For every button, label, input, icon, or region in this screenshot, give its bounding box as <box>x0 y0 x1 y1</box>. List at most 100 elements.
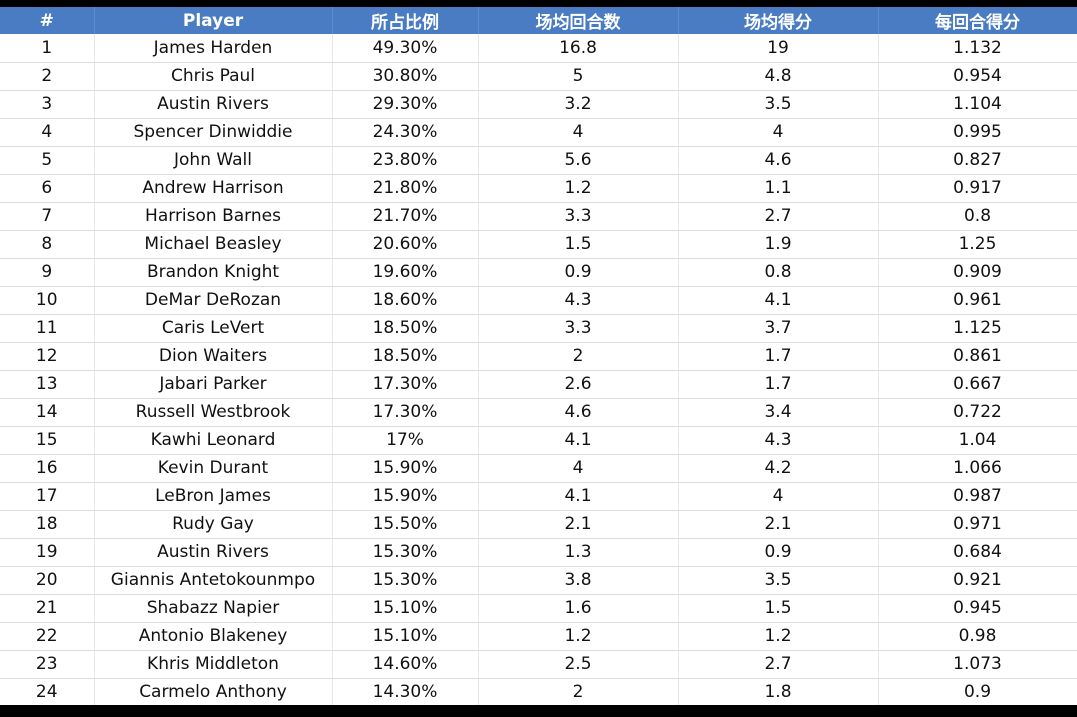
cell-points-per-possession[interactable]: 1.104 <box>878 90 1077 119</box>
cell-points-per-possession[interactable]: 0.722 <box>878 398 1077 427</box>
cell-possessions[interactable]: 2 <box>478 678 679 705</box>
cell-points-per-possession[interactable]: 0.827 <box>878 146 1077 175</box>
cell-player[interactable]: Brandon Knight <box>94 258 333 287</box>
cell-share[interactable]: 30.80% <box>332 62 479 91</box>
cell-points-per-possession[interactable]: 1.125 <box>878 314 1077 343</box>
cell-points-per-possession[interactable]: 0.971 <box>878 510 1077 539</box>
cell-possessions[interactable]: 5 <box>478 62 679 91</box>
cell-points[interactable]: 1.1 <box>678 174 879 203</box>
cell-player[interactable]: Kawhi Leonard <box>94 426 333 455</box>
cell-points[interactable]: 2.7 <box>678 650 879 679</box>
cell-points-per-possession[interactable]: 0.921 <box>878 566 1077 595</box>
cell-possessions[interactable]: 3.8 <box>478 566 679 595</box>
cell-share[interactable]: 21.80% <box>332 174 479 203</box>
cell-player[interactable]: DeMar DeRozan <box>94 286 333 315</box>
cell-possessions[interactable]: 2 <box>478 342 679 371</box>
cell-rank[interactable]: 18 <box>0 510 95 539</box>
cell-points[interactable]: 4.1 <box>678 286 879 315</box>
cell-rank[interactable]: 6 <box>0 174 95 203</box>
cell-points[interactable]: 1.8 <box>678 678 879 705</box>
cell-player[interactable]: Andrew Harrison <box>94 174 333 203</box>
cell-player[interactable]: Austin Rivers <box>94 538 333 567</box>
cell-player[interactable]: Rudy Gay <box>94 510 333 539</box>
cell-possessions[interactable]: 3.3 <box>478 314 679 343</box>
cell-points-per-possession[interactable]: 0.917 <box>878 174 1077 203</box>
cell-points[interactable]: 3.5 <box>678 566 879 595</box>
cell-rank[interactable]: 15 <box>0 426 95 455</box>
cell-share[interactable]: 15.90% <box>332 454 479 483</box>
cell-points[interactable]: 1.7 <box>678 342 879 371</box>
cell-points-per-possession[interactable]: 0.945 <box>878 594 1077 623</box>
cell-rank[interactable]: 5 <box>0 146 95 175</box>
cell-rank[interactable]: 20 <box>0 566 95 595</box>
cell-player[interactable]: James Harden <box>94 34 333 63</box>
cell-share[interactable]: 19.60% <box>332 258 479 287</box>
cell-points[interactable]: 3.7 <box>678 314 879 343</box>
cell-points-per-possession[interactable]: 1.25 <box>878 230 1077 259</box>
cell-player[interactable]: Kevin Durant <box>94 454 333 483</box>
cell-share[interactable]: 17.30% <box>332 398 479 427</box>
cell-rank[interactable]: 3 <box>0 90 95 119</box>
cell-rank[interactable]: 11 <box>0 314 95 343</box>
cell-player[interactable]: Spencer Dinwiddie <box>94 118 333 147</box>
cell-share[interactable]: 49.30% <box>332 34 479 63</box>
cell-possessions[interactable]: 4.1 <box>478 426 679 455</box>
cell-possessions[interactable]: 0.9 <box>478 258 679 287</box>
cell-points[interactable]: 1.7 <box>678 370 879 399</box>
cell-possessions[interactable]: 5.6 <box>478 146 679 175</box>
cell-points-per-possession[interactable]: 0.9 <box>878 678 1077 705</box>
cell-points-per-possession[interactable]: 0.954 <box>878 62 1077 91</box>
cell-possessions[interactable]: 1.6 <box>478 594 679 623</box>
cell-points-per-possession[interactable]: 0.987 <box>878 482 1077 511</box>
cell-points-per-possession[interactable]: 0.995 <box>878 118 1077 147</box>
cell-player[interactable]: Carmelo Anthony <box>94 678 333 705</box>
cell-points-per-possession[interactable]: 0.961 <box>878 286 1077 315</box>
cell-share[interactable]: 21.70% <box>332 202 479 231</box>
column-header-player[interactable]: Player <box>94 7 333 34</box>
cell-possessions[interactable]: 3.3 <box>478 202 679 231</box>
cell-points[interactable]: 19 <box>678 34 879 63</box>
cell-possessions[interactable]: 4 <box>478 118 679 147</box>
cell-rank[interactable]: 2 <box>0 62 95 91</box>
cell-points-per-possession[interactable]: 0.98 <box>878 622 1077 651</box>
cell-player[interactable]: Russell Westbrook <box>94 398 333 427</box>
cell-rank[interactable]: 23 <box>0 650 95 679</box>
cell-rank[interactable]: 21 <box>0 594 95 623</box>
cell-share[interactable]: 17% <box>332 426 479 455</box>
cell-share[interactable]: 18.50% <box>332 342 479 371</box>
cell-possessions[interactable]: 4.3 <box>478 286 679 315</box>
cell-share[interactable]: 14.60% <box>332 650 479 679</box>
cell-points[interactable]: 1.5 <box>678 594 879 623</box>
cell-player[interactable]: Giannis Antetokounmpo <box>94 566 333 595</box>
cell-player[interactable]: Chris Paul <box>94 62 333 91</box>
cell-possessions[interactable]: 1.2 <box>478 174 679 203</box>
cell-possessions[interactable]: 2.5 <box>478 650 679 679</box>
cell-player[interactable]: LeBron James <box>94 482 333 511</box>
cell-possessions[interactable]: 1.2 <box>478 622 679 651</box>
cell-share[interactable]: 15.30% <box>332 566 479 595</box>
cell-possessions[interactable]: 1.3 <box>478 538 679 567</box>
cell-share[interactable]: 15.90% <box>332 482 479 511</box>
cell-points[interactable]: 4 <box>678 118 879 147</box>
cell-points[interactable]: 4 <box>678 482 879 511</box>
cell-share[interactable]: 18.50% <box>332 314 479 343</box>
cell-points[interactable]: 2.1 <box>678 510 879 539</box>
cell-rank[interactable]: 12 <box>0 342 95 371</box>
cell-points[interactable]: 4.6 <box>678 146 879 175</box>
cell-player[interactable]: Antonio Blakeney <box>94 622 333 651</box>
column-header-rank[interactable]: # <box>0 7 95 34</box>
cell-points-per-possession[interactable]: 1.132 <box>878 34 1077 63</box>
cell-points-per-possession[interactable]: 0.684 <box>878 538 1077 567</box>
cell-points-per-possession[interactable]: 0.667 <box>878 370 1077 399</box>
cell-rank[interactable]: 9 <box>0 258 95 287</box>
cell-player[interactable]: Shabazz Napier <box>94 594 333 623</box>
cell-player[interactable]: Jabari Parker <box>94 370 333 399</box>
cell-possessions[interactable]: 4.6 <box>478 398 679 427</box>
cell-share[interactable]: 15.10% <box>332 594 479 623</box>
cell-share[interactable]: 23.80% <box>332 146 479 175</box>
cell-possessions[interactable]: 1.5 <box>478 230 679 259</box>
cell-share[interactable]: 15.50% <box>332 510 479 539</box>
cell-rank[interactable]: 4 <box>0 118 95 147</box>
cell-share[interactable]: 18.60% <box>332 286 479 315</box>
cell-points[interactable]: 1.9 <box>678 230 879 259</box>
